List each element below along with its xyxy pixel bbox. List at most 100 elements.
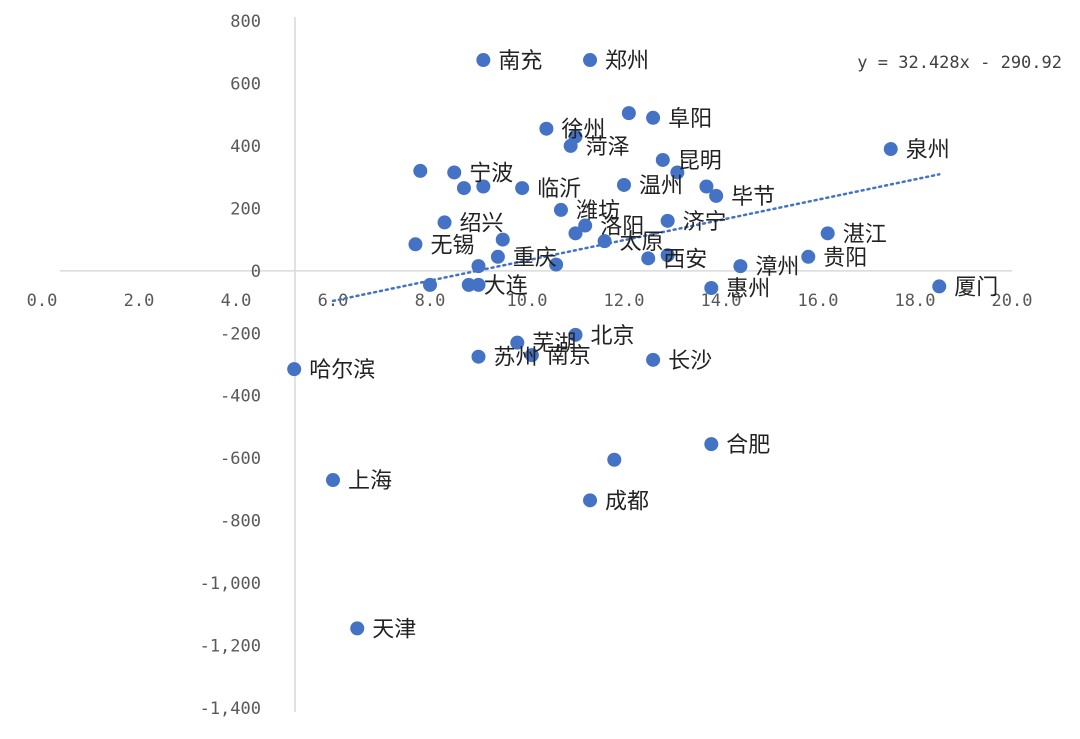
data-point: [515, 181, 530, 196]
point-label: 临沂: [537, 177, 581, 202]
data-point: [326, 473, 340, 488]
data-point: [476, 179, 491, 194]
point-label: 宁波: [469, 161, 513, 186]
data-point: [607, 452, 622, 467]
data-point: [660, 213, 675, 228]
data-point: [617, 177, 631, 192]
data-point: [801, 249, 816, 264]
x-tick-label: 2.0: [124, 291, 155, 311]
point-label: 上海: [348, 469, 392, 494]
point-label: 济宁: [683, 210, 727, 235]
x-tick-label: 12.0: [604, 291, 645, 311]
data-point: [408, 237, 423, 252]
y-tick-label: 400: [230, 137, 261, 157]
point-label: 哈尔滨: [309, 358, 375, 383]
data-point: [510, 335, 525, 350]
y-tick-label: -1,000: [200, 574, 261, 594]
axes: 800 600 400 200 0 -200 -400 -600 -800 -1,000 -1,20…: [27, 12, 1033, 719]
y-tick-label: -800: [220, 512, 261, 532]
data-point: [578, 218, 593, 233]
x-tick-label: 4.0: [221, 291, 252, 311]
data-point: [539, 121, 554, 136]
data-point: [699, 179, 714, 194]
data-point: [549, 257, 564, 272]
data-point: [568, 226, 583, 241]
y-tick-label: -400: [220, 387, 261, 407]
point-label: 贵阳: [823, 246, 867, 271]
point-label: 大连: [484, 274, 528, 299]
x-tick-label: 18.0: [895, 291, 936, 311]
point-label: 成都: [605, 489, 649, 514]
trendline-equation: y = 32.428x - 290.92: [857, 53, 1062, 73]
point-label: 重庆: [513, 246, 557, 271]
data-point: [461, 277, 476, 292]
point-label: 漳州: [755, 255, 799, 280]
data-point: [495, 232, 510, 247]
data-point: [655, 152, 670, 167]
y-tick-label: -1,400: [200, 699, 261, 719]
data-point: [553, 202, 568, 217]
point-label: 西安: [663, 247, 707, 272]
point-label: 毕节: [731, 185, 775, 210]
data-point: [471, 277, 486, 292]
point-label: 合肥: [726, 433, 770, 458]
point-label: 无锡: [430, 233, 474, 258]
data-point: [456, 181, 471, 196]
point-label: 惠州: [726, 277, 770, 302]
data-point: [660, 248, 675, 263]
point-label: 厦门: [954, 275, 998, 300]
y-tick-label: 800: [230, 12, 261, 32]
data-point: [583, 53, 598, 68]
point-label: 绍兴: [460, 211, 504, 236]
data-point: [447, 165, 462, 180]
point-label: 天津: [372, 617, 416, 642]
data-point: [524, 348, 539, 363]
y-tick-label: 200: [230, 199, 261, 219]
data-point: [287, 362, 302, 377]
x-tick-label: 8.0: [415, 291, 446, 311]
data-point: [733, 259, 748, 274]
data-point: [646, 352, 661, 367]
data-point: [597, 234, 612, 249]
point-label: 北京: [591, 324, 635, 349]
data-point: [704, 437, 719, 452]
data-point: [471, 349, 486, 364]
data-point: [413, 163, 428, 178]
point-label: 徐州: [561, 118, 605, 143]
point-label: 潍坊: [576, 199, 620, 224]
data-point: [437, 215, 452, 230]
point-label: 郑州: [605, 49, 649, 74]
data-point: [490, 249, 505, 264]
point-label: 泉州: [906, 138, 950, 163]
data-point: [820, 226, 835, 241]
x-tick-label: 0.0: [27, 291, 58, 311]
point-label: 苏州: [494, 346, 538, 371]
data-point: [670, 165, 685, 180]
y-tick-label: -200: [220, 324, 261, 344]
point-label: 阜阳: [668, 107, 712, 132]
x-tick-label: 20.0: [992, 291, 1033, 311]
point-label: 芜湖: [532, 332, 576, 357]
data-point: [621, 106, 636, 121]
point-label: 太原: [620, 230, 664, 255]
data-point: [641, 251, 656, 266]
data-point: [476, 53, 491, 68]
data-point: [646, 110, 661, 125]
data-point: [709, 188, 724, 203]
x-tick-label: 14.0: [701, 291, 742, 311]
x-tick-label: 16.0: [798, 291, 839, 311]
point-label: 洛阳: [600, 215, 644, 240]
point-label: 南充: [498, 49, 542, 74]
point-label: 湛江: [843, 222, 887, 247]
data-point: [883, 142, 898, 157]
y-tick-label: 0: [251, 262, 261, 282]
data-point: [471, 259, 486, 274]
data-point: [568, 129, 583, 144]
y-tick-label: -1,200: [200, 637, 261, 657]
data-point: [704, 280, 719, 295]
data-point: [932, 279, 947, 294]
point-label: 长沙: [668, 349, 712, 374]
y-tick-label: 600: [230, 74, 261, 94]
